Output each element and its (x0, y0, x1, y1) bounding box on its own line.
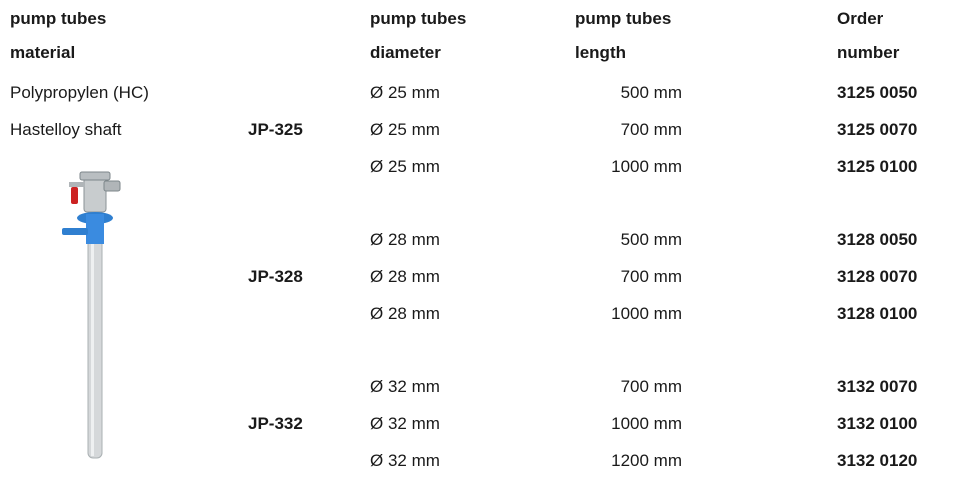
diameter: Ø 28 mm (370, 266, 440, 288)
column-header: pump tubes (575, 8, 671, 30)
model-label: JP-325 (248, 119, 303, 141)
model-label: JP-328 (248, 266, 303, 288)
column-header: Order (837, 8, 883, 30)
column-header: length (575, 42, 626, 64)
length: 500 mm (560, 229, 682, 251)
column-header: pump tubes (10, 8, 106, 30)
length: 700 mm (560, 376, 682, 398)
page: pump tubes material pump tubes diameter pump… (0, 0, 957, 477)
order-number: 3128 0050 (837, 229, 917, 251)
diameter: Ø 32 mm (370, 450, 440, 472)
diameter: Ø 28 mm (370, 303, 440, 325)
order-number: 3128 0100 (837, 303, 917, 325)
model-label: JP-332 (248, 413, 303, 435)
length: 700 mm (560, 266, 682, 288)
length: 500 mm (560, 82, 682, 104)
material-text: Polypropylen (HC) (10, 82, 149, 104)
length: 1000 mm (560, 413, 682, 435)
order-number: 3128 0070 (837, 266, 917, 288)
order-number: 3132 0120 (837, 450, 917, 472)
column-header: pump tubes (370, 8, 466, 30)
pump-illustration (0, 0, 957, 477)
diameter: Ø 25 mm (370, 82, 440, 104)
diameter: Ø 32 mm (370, 376, 440, 398)
length: 1000 mm (560, 156, 682, 178)
column-header: number (837, 42, 899, 64)
diameter: Ø 25 mm (370, 119, 440, 141)
length: 1200 mm (560, 450, 682, 472)
column-header: diameter (370, 42, 441, 64)
order-number: 3125 0100 (837, 156, 917, 178)
column-header: material (10, 42, 75, 64)
order-number: 3125 0070 (837, 119, 917, 141)
material-text: Hastelloy shaft (10, 119, 122, 141)
order-number: 3132 0070 (837, 376, 917, 398)
diameter: Ø 25 mm (370, 156, 440, 178)
order-number: 3132 0100 (837, 413, 917, 435)
diameter: Ø 32 mm (370, 413, 440, 435)
length: 700 mm (560, 119, 682, 141)
length: 1000 mm (560, 303, 682, 325)
order-number: 3125 0050 (837, 82, 917, 104)
diameter: Ø 28 mm (370, 229, 440, 251)
